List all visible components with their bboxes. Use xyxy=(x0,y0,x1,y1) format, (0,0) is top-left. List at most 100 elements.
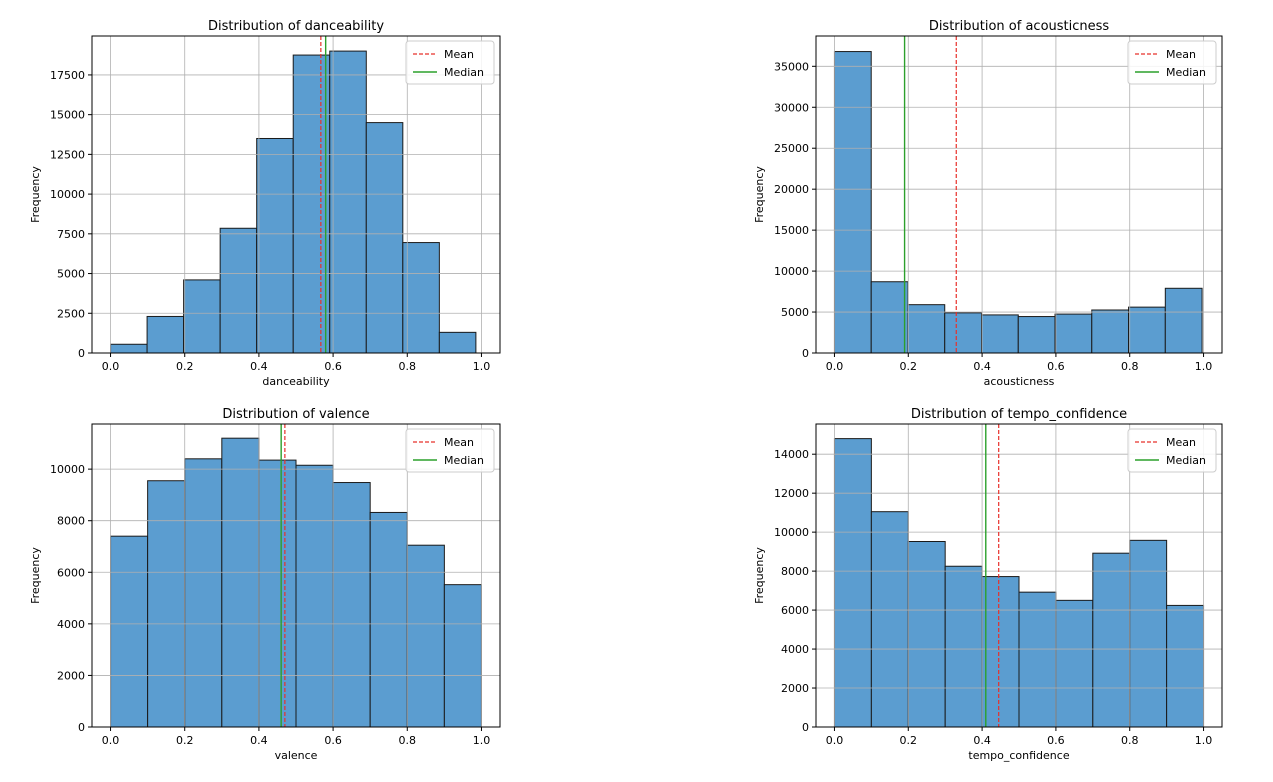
x-axis-label: valence xyxy=(275,749,318,762)
histogram-bar xyxy=(981,576,1020,728)
y-tick-label: 15000 xyxy=(50,109,85,122)
chart-title: Distribution of tempo_confidence xyxy=(911,407,1127,422)
legend-mean-label: Mean xyxy=(1166,436,1196,449)
histogram-bar xyxy=(907,304,946,354)
axes-frame xyxy=(815,35,1223,354)
legend-mean-label: Mean xyxy=(444,436,474,449)
chart-title: Distribution of acousticness xyxy=(929,19,1110,34)
x-tick-label: 0.2 xyxy=(176,360,194,373)
x-axis-label: acousticness xyxy=(984,375,1055,388)
y-tick-label: 2500 xyxy=(57,307,85,320)
y-tick-label: 20000 xyxy=(774,183,809,196)
y-axis-label: Frequency xyxy=(29,166,42,223)
x-tick-label: 0.0 xyxy=(102,734,120,747)
histogram-bar xyxy=(443,584,482,728)
x-tick-label: 0.0 xyxy=(102,360,120,373)
legend: Mean Median xyxy=(405,428,495,473)
x-axis-label: tempo_confidence xyxy=(968,749,1069,762)
histogram-bar xyxy=(833,438,872,728)
y-tick-label: 6000 xyxy=(781,604,809,617)
histogram-bar xyxy=(406,544,445,728)
histogram-bar xyxy=(907,540,946,728)
legend: Mean Median xyxy=(405,40,495,85)
y-tick-label: 15000 xyxy=(774,224,809,237)
y-tick-label: 10000 xyxy=(774,526,809,539)
x-tick-label: 0.4 xyxy=(973,734,991,747)
legend-box xyxy=(405,428,495,473)
histogram-bar xyxy=(1054,313,1093,354)
chart-1: 0.0 0.2 0.4 0.6 0.8 1.0 0 2500 5000 7500 10000 1250… xyxy=(29,19,501,388)
histogram-bar xyxy=(1129,539,1168,728)
x-tick-label: 0.2 xyxy=(176,734,194,747)
legend-box xyxy=(1127,428,1217,473)
histogram-bar xyxy=(110,343,148,354)
histogram-bar xyxy=(1092,552,1131,728)
y-tick-label: 4000 xyxy=(781,643,809,656)
x-tick-label: 1.0 xyxy=(473,734,491,747)
y-tick-label: 4000 xyxy=(57,618,85,631)
histogram-bar xyxy=(256,137,294,354)
histogram-bar xyxy=(369,511,408,728)
histogram-bar xyxy=(944,312,983,354)
histogram-bar xyxy=(219,227,258,354)
x-tick-label: 0.0 xyxy=(826,360,844,373)
x-tick-label: 0.4 xyxy=(973,360,991,373)
histogram-bar xyxy=(184,458,223,728)
histogram-bar xyxy=(365,122,404,354)
axes-frame xyxy=(815,423,1223,728)
y-tick-label: 12000 xyxy=(774,487,809,500)
legend-box xyxy=(405,40,495,85)
y-tick-label: 14000 xyxy=(774,448,809,461)
y-tick-label: 2000 xyxy=(57,669,85,682)
histogram-bar xyxy=(295,464,334,728)
histogram-bar xyxy=(292,54,331,354)
y-tick-label: 6000 xyxy=(57,566,85,579)
legend-median-label: Median xyxy=(1166,454,1206,467)
histogram-bar xyxy=(1128,306,1166,354)
y-axis-label: Frequency xyxy=(753,547,766,604)
x-tick-label: 1.0 xyxy=(1195,734,1213,747)
x-tick-label: 1.0 xyxy=(1195,360,1213,373)
histogram-bar xyxy=(981,314,1019,354)
x-axis-label: danceability xyxy=(262,375,330,388)
y-axis-label: Frequency xyxy=(753,166,766,223)
histogram-bar xyxy=(258,459,297,728)
legend-median-label: Median xyxy=(1166,66,1206,79)
chart-3: 0.0 0.2 0.4 0.6 0.8 1.0 0 2000 4000 6000 8000 10000… xyxy=(29,407,501,762)
legend-box xyxy=(1127,40,1217,85)
histogram-bar xyxy=(870,511,909,728)
histogram-bar xyxy=(1018,591,1057,728)
x-tick-label: 0.4 xyxy=(250,360,268,373)
y-tick-label: 0 xyxy=(802,347,809,360)
histogram-bar xyxy=(833,51,872,354)
y-tick-label: 7500 xyxy=(57,228,85,241)
y-tick-label: 10000 xyxy=(774,265,809,278)
histogram-bar xyxy=(332,482,371,728)
histogram-bar xyxy=(329,50,367,354)
x-tick-label: 0.8 xyxy=(399,734,417,747)
histogram-bar xyxy=(944,565,983,728)
x-tick-label: 0.6 xyxy=(324,360,342,373)
histogram-bar xyxy=(1164,287,1203,354)
chart-2: 0.0 0.2 0.4 0.6 0.8 1.0 0 5000 10000 15000 20000 25… xyxy=(753,19,1223,388)
legend-mean-label: Mean xyxy=(444,48,474,61)
histogram-bar xyxy=(147,480,186,728)
histogram-bar xyxy=(183,279,221,354)
x-tick-label: 0.6 xyxy=(1047,360,1065,373)
y-tick-label: 5000 xyxy=(57,268,85,281)
legend-mean-label: Mean xyxy=(1166,48,1196,61)
histogram-bar xyxy=(1055,599,1094,728)
axes-frame xyxy=(91,423,501,728)
chart-title: Distribution of danceability xyxy=(208,19,384,34)
y-axis-label: Frequency xyxy=(29,547,42,604)
chart-4: 0.0 0.2 0.4 0.6 0.8 1.0 0 2000 4000 6000 8000 10000… xyxy=(753,407,1223,762)
histogram-bar xyxy=(146,315,185,354)
x-tick-label: 0.8 xyxy=(399,360,417,373)
x-tick-label: 1.0 xyxy=(473,360,491,373)
x-tick-label: 0.8 xyxy=(1121,360,1139,373)
chart-title: Distribution of valence xyxy=(222,407,369,422)
y-tick-label: 10000 xyxy=(50,188,85,201)
y-tick-label: 0 xyxy=(802,721,809,734)
x-tick-label: 0.2 xyxy=(900,734,918,747)
